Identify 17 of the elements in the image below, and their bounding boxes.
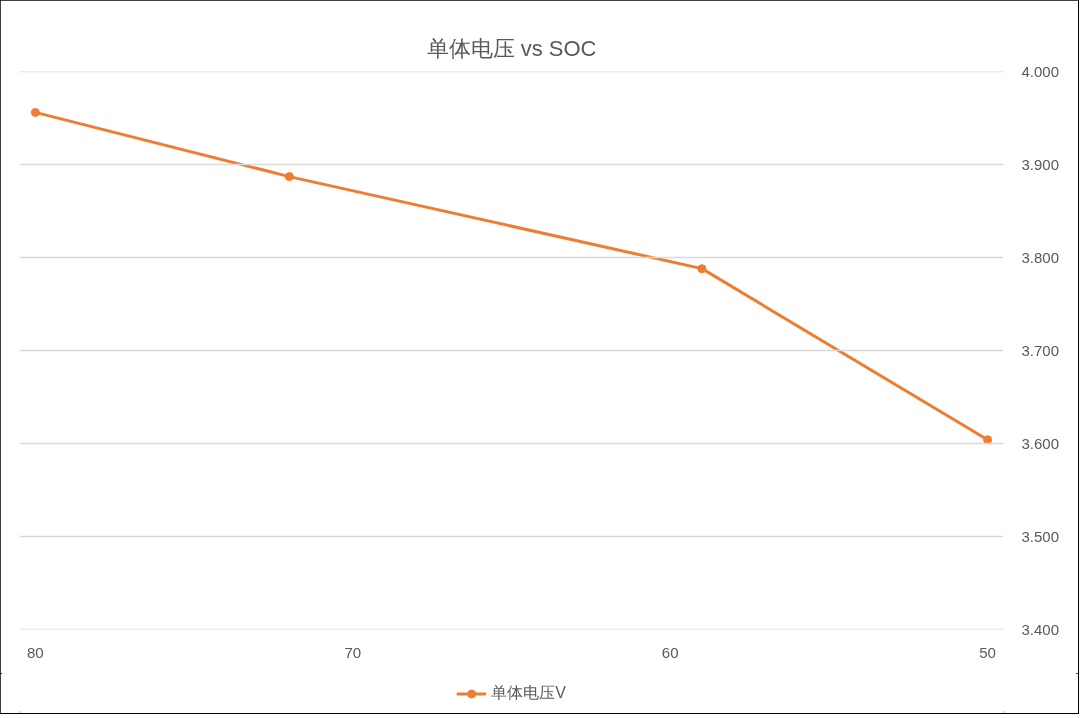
y-tick-label: 3.800	[1021, 248, 1060, 266]
point	[30, 107, 40, 117]
y-tick-label: 3.700	[1021, 341, 1060, 359]
point	[284, 172, 294, 182]
x-tick-label: 80	[27, 643, 44, 661]
x-tick-label: 50	[979, 643, 996, 661]
x-tick-label: 70	[344, 643, 362, 661]
y-tick-label: 3.900	[1021, 155, 1060, 173]
legend-label: 单体电压V	[491, 682, 566, 703]
y-tick-label: 3.600	[1021, 434, 1060, 452]
x-tick-label: 60	[661, 643, 679, 661]
y-tick-label: 4.000	[1021, 62, 1060, 80]
point	[697, 264, 707, 274]
chart-title: 单体电压 vs SOC	[426, 35, 597, 61]
y-tick-label: 3.500	[1021, 527, 1060, 545]
y-tick-label: 3.400	[1021, 620, 1060, 638]
point	[983, 435, 993, 445]
